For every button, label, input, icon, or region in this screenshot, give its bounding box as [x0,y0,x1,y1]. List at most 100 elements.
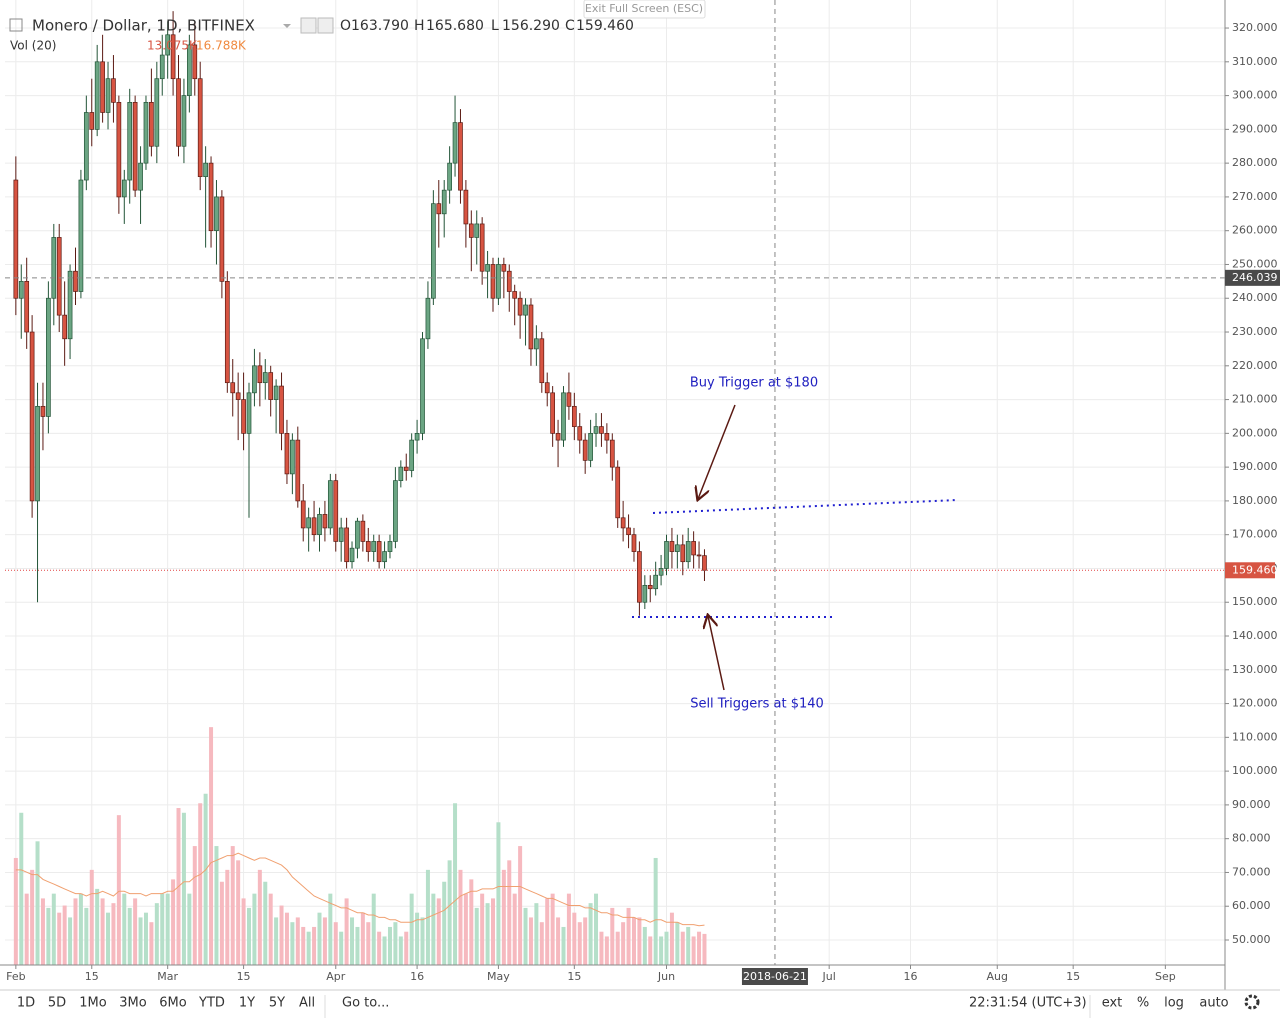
volume-bar [496,822,501,965]
candle-body [143,101,149,164]
range-button[interactable]: 5D [48,996,66,1011]
close-icon[interactable] [317,17,334,34]
dropdown-icon[interactable] [283,24,291,28]
candle-body [468,223,474,238]
volume-bar [73,898,78,965]
volume-bar [57,912,62,965]
candle-body [691,541,696,556]
candle-body [327,480,333,529]
candle-body [322,514,328,529]
candle-body [441,189,447,215]
volume-bar [442,881,447,965]
candle-body [398,466,404,481]
candle-body [490,264,496,299]
volume-bar [702,933,707,965]
settings-icon[interactable] [300,17,317,34]
candle-body [675,544,680,552]
volume-bar [241,898,246,965]
volume-bar [306,931,311,965]
x-tick-label: Feb [6,970,25,983]
volume-bar [615,931,620,965]
candle-body [458,122,463,191]
volume-bar [463,893,468,965]
range-button[interactable]: YTD [198,996,225,1011]
volume-bar [626,907,631,965]
range-button[interactable]: 3Mo [119,996,146,1011]
candle-body [111,78,116,103]
candle-body [403,466,409,471]
volume-bar [572,912,577,965]
volume-bar [106,912,111,965]
settings-gear[interactable] [1244,994,1260,1010]
volume-bar [398,936,403,965]
last-price-tag [1225,562,1275,579]
candle-body [56,237,62,316]
range-button[interactable]: 1Y [239,996,255,1011]
goto-button[interactable]: Go to... [342,996,389,1011]
candle-body [149,101,154,147]
exit-fullscreen-button[interactable] [583,0,706,19]
x-tick-label: 15 [85,970,99,983]
candle-body [631,534,637,552]
volume-bar [100,898,105,965]
candle-body [159,54,165,80]
volume-bar [236,860,241,965]
candle-body [83,112,89,181]
range-button[interactable]: 5Y [269,996,285,1011]
volume-bar [507,860,512,965]
volume-bar [664,931,669,965]
candle-body [544,382,550,394]
range-button[interactable]: 1D [17,996,35,1011]
y-tick-label: 140.000 [1232,629,1278,642]
volume-bar [203,793,208,965]
option-button[interactable]: ext [1102,996,1123,1011]
y-tick-label: 90.000 [1232,798,1271,811]
volume-bar [295,917,300,965]
volume-bar [604,936,609,965]
volume-bar [409,893,414,965]
y-tick-label: 80.000 [1232,832,1271,845]
volume-bar [149,922,154,965]
y-tick-label: 220.000 [1232,359,1278,372]
y-tick-label: 200.000 [1232,426,1278,439]
candle-body [344,527,349,563]
volume-bar [550,893,555,965]
candle-body [550,392,555,434]
candle-body [425,297,431,340]
volume-bar [436,898,441,965]
option-button[interactable]: auto [1199,996,1228,1011]
volume-bar [539,922,544,965]
volume-bar [51,893,56,965]
candle-body [376,541,382,563]
candle-body [702,555,707,571]
range-button[interactable]: All [299,996,315,1011]
candle-body [561,392,566,441]
candle-body [485,264,490,272]
candle-body [241,399,246,434]
collapse-icon[interactable] [9,18,23,32]
candle-body [208,162,214,232]
candle-body [365,541,371,552]
volume-bar [561,926,566,965]
volume-bar [485,903,490,965]
candle-body [496,264,501,299]
volume-bar [415,912,420,965]
candle-body [452,122,458,164]
candle-body [609,439,615,468]
option-button[interactable]: log [1164,996,1184,1011]
volume-bar [594,893,599,965]
volume-bar [588,903,593,965]
range-button[interactable]: 1Mo [79,996,106,1011]
volume-bar [35,841,40,965]
annotation: Buy Trigger at $180 [690,376,818,391]
y-tick-label: 250.000 [1232,257,1278,270]
range-button[interactable]: 6Mo [159,996,186,1011]
x-tick-label: Jul [822,970,836,983]
toolbar [0,990,1280,1024]
crosshair-date-tag [741,968,808,985]
ohlc-value: 163.790 [351,18,409,34]
volume-bar [160,893,165,965]
volume-bar [279,905,284,965]
option-button[interactable]: % [1137,996,1149,1011]
candle-body [382,551,387,563]
